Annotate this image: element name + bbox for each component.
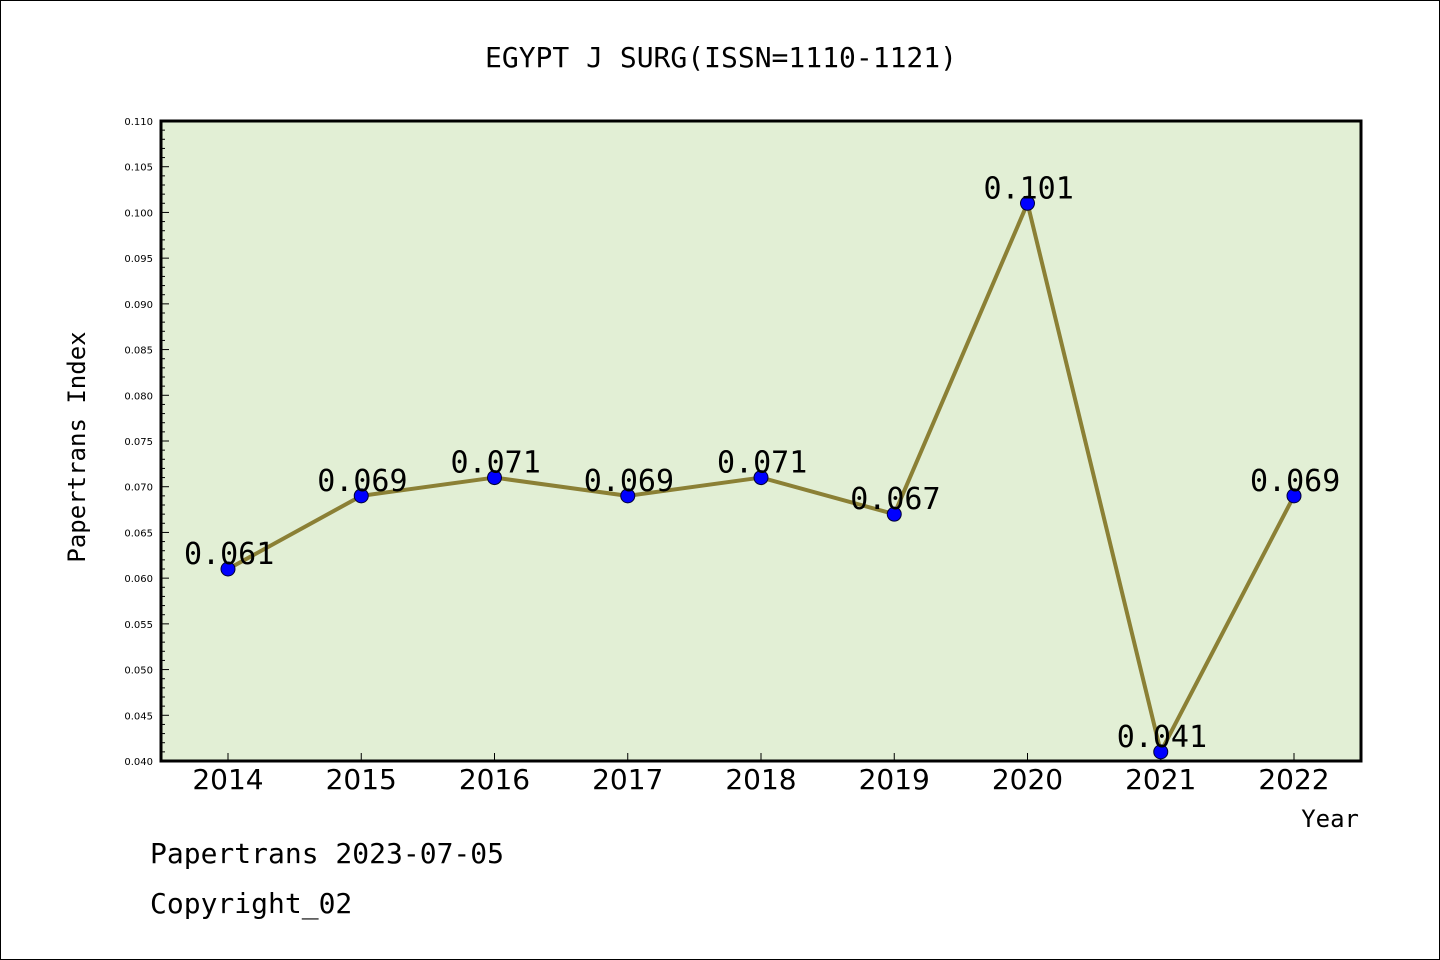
plot-border — [159, 119, 1363, 763]
y-tick-label: 0.070 — [124, 483, 153, 494]
plot-background — [161, 121, 1361, 761]
data-label: 0.069 — [1250, 464, 1340, 499]
y-tick-label: 0.095 — [124, 254, 153, 265]
data-label: 0.069 — [317, 464, 407, 499]
y-tick-label: 0.040 — [124, 757, 153, 768]
y-axis-label: Papertrans Index — [63, 331, 91, 562]
x-tick-label: 2022 — [1258, 763, 1329, 796]
data-label: 0.071 — [717, 446, 807, 481]
data-point — [1286, 488, 1302, 504]
data-point — [1153, 744, 1169, 760]
y-tick-label: 0.045 — [124, 711, 153, 722]
data-point — [620, 488, 636, 504]
data-label: 0.071 — [451, 446, 541, 481]
data-label: 0.061 — [184, 537, 274, 572]
y-tick-label: 0.080 — [124, 391, 153, 402]
y-tick-label: 0.050 — [124, 666, 153, 677]
plot-area: 0.040 0.045 0.050 0.055 0.060 0.065 0.070 0.075… — [124, 117, 1363, 796]
x-axis-label: Year — [1301, 805, 1359, 833]
x-tick-label: 2017 — [592, 763, 663, 796]
chart-title: EGYPT J SURG(ISSN=1110-1121) — [485, 41, 957, 74]
x-tick-label: 2020 — [992, 763, 1063, 796]
y-tick-label: 0.100 — [124, 208, 153, 219]
x-tick-label: 2018 — [725, 763, 796, 796]
y-tick-label: 0.065 — [124, 528, 153, 539]
y-tick-label: 0.060 — [124, 574, 153, 585]
y-tick-label: 0.090 — [124, 300, 153, 311]
y-tick-label: 0.105 — [124, 163, 153, 174]
data-point — [753, 470, 769, 486]
data-point — [886, 506, 902, 522]
data-label: 0.101 — [984, 171, 1074, 206]
x-tick-label: 2019 — [859, 763, 930, 796]
data-point — [353, 488, 369, 504]
x-tick-label: 2015 — [326, 763, 397, 796]
y-tick-label: 0.075 — [124, 437, 153, 448]
data-point — [1020, 195, 1035, 211]
footer-date-text: Papertrans 2023-07-05 — [150, 837, 505, 870]
y-tick-label: 0.055 — [124, 620, 153, 631]
data-label: 0.041 — [1117, 720, 1207, 755]
data-point — [220, 561, 236, 577]
data-point — [487, 470, 502, 486]
x-tick-label: 2016 — [459, 763, 530, 796]
x-tick-label: 2021 — [1125, 763, 1196, 796]
x-tick-label: 2014 — [192, 763, 263, 796]
y-tick-label: 0.110 — [124, 117, 153, 128]
data-label: 0.069 — [584, 464, 674, 499]
data-label: 0.067 — [850, 482, 940, 517]
footer-copyright-text: Copyright_02 — [150, 887, 353, 920]
y-tick-label: 0.085 — [124, 346, 153, 357]
